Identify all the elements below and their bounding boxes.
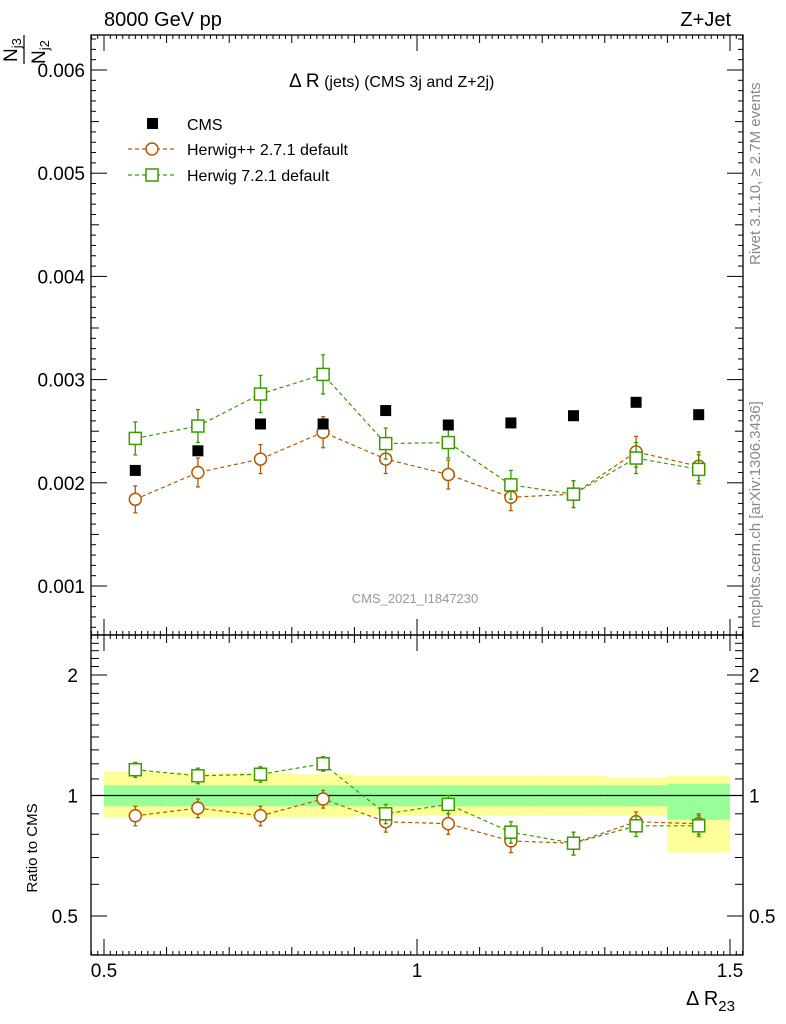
data-point [566,487,581,501]
ratio-panel-series [128,756,706,856]
data-point [191,801,205,815]
data-point [128,762,143,777]
data-point [191,419,205,433]
y-tick-label: 0.003 [37,371,85,392]
ratio-y-tick-label: 0.5 [52,907,78,928]
data-point [442,419,454,431]
data-point [505,417,517,429]
data-point [253,809,268,823]
legend-marker-cms [147,118,158,129]
data-point [191,769,205,783]
data-point [691,462,706,477]
data-point [378,807,393,821]
process-label: Z+Jet [680,9,731,31]
collision-energy-label: 8000 GeV pp [104,9,222,31]
main-panel-series [128,354,706,514]
data-point [128,431,143,446]
ylabel-denominator: Nj2 [29,40,52,64]
x-axis-label: Δ R23 [686,988,735,1015]
data-point [441,797,456,812]
y-tick-label: 0.001 [37,577,85,598]
data-point [629,451,643,465]
series-herwig7 [128,354,706,509]
data-point [317,418,329,430]
ylabel-numerator: Nj3 [1,38,24,62]
ratio-y-tick-label-right: 1 [749,787,760,808]
y-tick-label: 0.002 [37,474,85,495]
legend-marker-herwigpp [128,142,176,156]
ratio-ylabel: Ratio to CMS [24,803,41,892]
ratio-y-tick-label-right: 2 [749,666,760,687]
series-line [135,373,699,495]
x-tick-label: 0.5 [91,961,117,982]
ratio-y-tick-label: 2 [67,666,78,687]
data-point [253,452,268,466]
data-point [441,467,456,482]
data-point [192,445,204,457]
data-point [504,478,518,492]
data-point [191,465,205,480]
data-point [253,387,268,401]
y-tick-label: 0.004 [37,267,85,288]
data-point [380,405,392,417]
data-point [316,792,330,806]
legend-marker-herwig7 [128,168,176,182]
data-point [441,817,456,831]
panel-title: Δ R (jets) (CMS 3j and Z+2j) [289,71,494,92]
series-line [135,431,699,500]
data-point [568,410,579,422]
data-point [316,757,330,771]
x-tick-label: 1.5 [717,961,743,982]
ratio-panel-axes: 0.5 0.5 1 1 2 2 0.5 1 1.5 [52,634,775,982]
data-point [129,464,141,476]
data-point [441,435,456,450]
series-line [135,798,699,844]
data-point [128,492,143,507]
series-cms [129,396,705,476]
data-point [693,409,705,421]
series-line [135,763,699,844]
x-tick-label: 1 [412,961,423,982]
y-tick-label: 0.005 [37,164,85,185]
data-point [504,825,518,839]
legend-label-cms: CMS [187,117,223,134]
rivet-version-label: Rivet 3.1.10, ≥ 2.7M events [747,83,764,266]
legend: CMS Herwig++ 2.7.1 default Herwig 7.2.1 … [128,117,349,185]
data-point [253,767,268,782]
legend-label-herwig7: Herwig 7.2.1 default [187,168,330,185]
data-point [629,819,643,833]
ratio-series-herwig7 [128,756,706,856]
data-point [378,436,393,451]
main-panel-axes: 0.001 0.002 0.003 0.004 0.005 0.006 [37,34,744,636]
y-tick-label: 0.006 [37,61,85,82]
data-point [691,819,706,833]
mcplots-source-label: mcplots.cern.ch [arXiv:1306.3436] [747,401,764,628]
main-ylabel: Nj3 Nj2 [1,35,52,64]
analysis-watermark: CMS_2021_I1847230 [352,591,479,606]
ratio-y-tick-label-right: 0.5 [749,907,775,928]
series-herwigpp [128,416,706,514]
data-point [316,367,330,382]
data-point [255,418,266,430]
data-point [630,396,642,408]
ratio-y-tick-label: 1 [67,787,78,808]
data-point [128,809,143,823]
data-point [566,836,581,850]
legend-label-herwigpp: Herwig++ 2.7.1 default [187,142,349,159]
